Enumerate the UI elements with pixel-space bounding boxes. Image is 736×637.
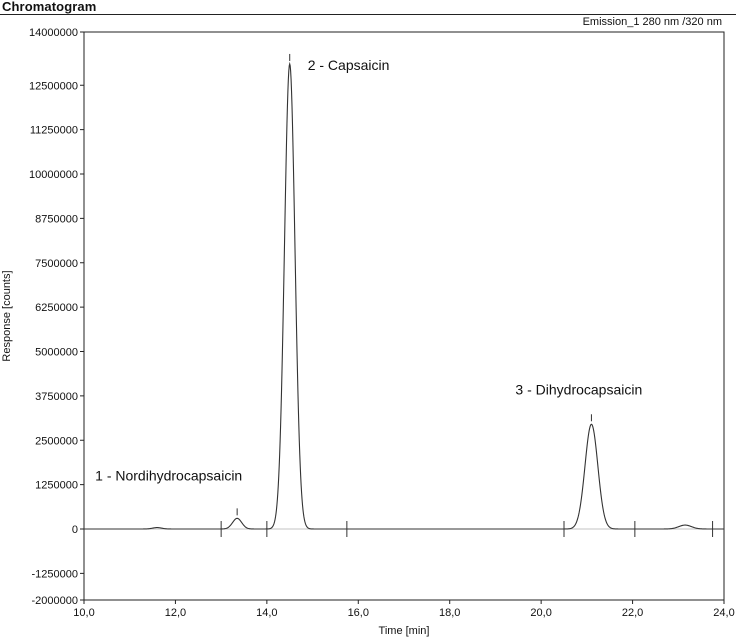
x-tick-label: 16,0 (348, 607, 369, 619)
x-axis-ticks: 10,0 12,0 14,0 16,0 18,0 20,0 22,0 24,0 (73, 600, 735, 619)
y-tick-label: -2000000 (32, 595, 79, 607)
peak-apex-marks (236, 53, 592, 516)
plot-frame (83, 31, 725, 601)
chromatogram-trace (84, 61, 724, 530)
chromatogram-header-title: Chromatogram (2, 0, 97, 14)
y-tick-label: 12500000 (29, 80, 78, 92)
x-tick-label: 14,0 (256, 607, 277, 619)
x-axis-title: Time [min] (379, 625, 430, 637)
x-tick-label: 12,0 (165, 607, 186, 619)
y-tick-label: -1250000 (32, 568, 79, 580)
y-tick-label: 8750000 (35, 213, 78, 225)
x-tick-label: 18,0 (439, 607, 460, 619)
y-tick-label: 3750000 (35, 391, 78, 403)
x-tick-label: 24,0 (713, 607, 734, 619)
peak-label: 3 - Dihydrocapsaicin (515, 381, 642, 397)
x-tick-label: 20,0 (530, 607, 551, 619)
peak-label: 1 - Nordihydrocapsaicin (95, 467, 242, 483)
y-tick-label: 7500000 (35, 258, 78, 270)
x-tick-label: 10,0 (73, 607, 94, 619)
y-tick-label: 6250000 (35, 302, 78, 314)
y-tick-label: 5000000 (35, 347, 78, 359)
x-tick-label: 22,0 (622, 607, 643, 619)
y-tick-label: 1250000 (35, 480, 78, 492)
peak-label: 2 - Capsaicin (308, 57, 390, 73)
y-axis-ticks: 1400000012500000112500001000000087500007… (29, 27, 84, 607)
detector-label: Emission_1 280 nm /320 nm (582, 16, 722, 28)
y-tick-label: 2500000 (35, 435, 78, 447)
y-tick-label: 14000000 (29, 27, 78, 39)
y-axis-title: Response [counts] (1, 270, 13, 361)
header-divider (0, 14, 736, 15)
y-tick-label: 10000000 (29, 169, 78, 181)
y-tick-label: 0 (72, 524, 78, 536)
y-tick-label: 11250000 (30, 125, 78, 137)
peak-labels: 1 - Nordihydrocapsaicin 2 - Capsaicin 3 - … (95, 57, 642, 483)
